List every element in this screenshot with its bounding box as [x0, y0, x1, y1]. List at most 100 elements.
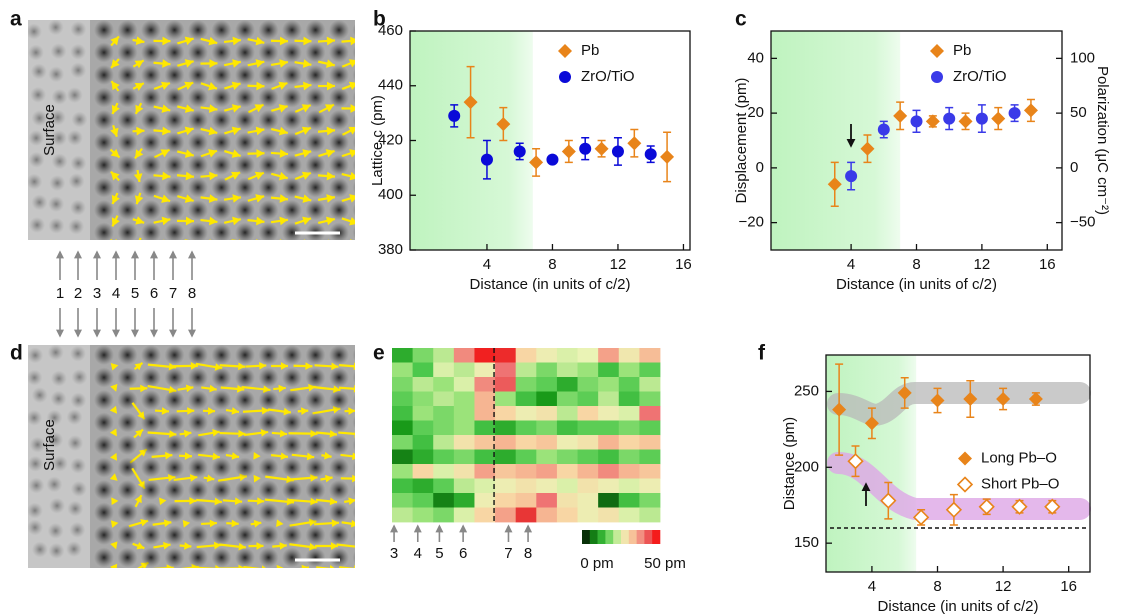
blob	[47, 20, 64, 36]
atom-column	[117, 502, 138, 523]
polar-arrow-head	[354, 430, 355, 438]
point	[877, 123, 890, 136]
atom-column	[235, 502, 255, 523]
polar-arrow-head	[353, 565, 355, 568]
heatmap-cell	[392, 362, 414, 378]
polar-arrow-head	[350, 104, 355, 113]
point	[1044, 498, 1061, 515]
polar-arrow-head	[162, 36, 171, 46]
atom-column	[305, 222, 326, 240]
polar-arrow-head	[110, 36, 119, 46]
atom-column	[258, 177, 279, 198]
atom-column	[164, 480, 185, 500]
atom-column	[258, 547, 279, 568]
atom-column	[165, 570, 185, 590]
atom-column	[305, 480, 326, 500]
atom-column	[94, 390, 114, 410]
polar-arrow-head	[110, 171, 120, 181]
polar-arrow-head	[380, 565, 387, 573]
atom-column	[329, 525, 349, 545]
atom-column	[164, 20, 185, 40]
polar-arrow	[192, 239, 194, 240]
polar-arrow	[365, 40, 382, 41]
atom-column	[305, 132, 326, 153]
atom-column	[141, 525, 161, 545]
polar-arrow-head	[325, 216, 335, 226]
blob	[28, 519, 44, 536]
atom-column	[259, 570, 279, 590]
atom-column	[117, 155, 138, 175]
atom-column	[164, 155, 185, 175]
y-axis-label: Displacement (pm)	[733, 78, 750, 204]
heatmap-cell	[495, 435, 517, 450]
atom-column	[188, 547, 208, 568]
legend-label: ZrO/TiO	[581, 68, 635, 85]
heatmap-cell	[556, 449, 578, 465]
polar-arrow-head	[283, 407, 291, 416]
polar-arrow-head	[184, 542, 192, 550]
heatmap-cell	[639, 493, 661, 508]
polar-arrow-head	[208, 81, 218, 91]
atom-column	[117, 412, 138, 433]
heatmap-cell	[577, 493, 599, 508]
atom-column	[188, 457, 208, 478]
atom-column	[282, 502, 302, 523]
polar-arrow	[154, 266, 171, 267]
marker-label: 3	[93, 285, 101, 302]
blob	[68, 173, 85, 190]
atom-column	[188, 345, 208, 365]
heatmap-cell	[392, 478, 414, 494]
heatmap-cell	[392, 348, 414, 363]
atom-column	[94, 132, 114, 153]
atom-column	[188, 132, 208, 153]
atom-column	[164, 345, 185, 365]
heatmap-cell	[556, 464, 578, 479]
polar-arrow-head	[278, 384, 286, 393]
heatmap-cell	[392, 449, 414, 465]
atom-column	[282, 20, 302, 40]
polar-arrow-head	[279, 36, 288, 46]
atom-column	[235, 570, 255, 590]
polar-arrow-head	[134, 362, 143, 371]
heatmap-cell	[453, 348, 475, 363]
heatmap-cell	[639, 362, 661, 378]
atom-column	[141, 42, 161, 63]
atom-column	[352, 460, 355, 475]
x-tick-label: 4	[847, 256, 855, 273]
polar-arrow-head	[238, 429, 246, 438]
y-tick-label: 200	[794, 458, 819, 475]
heatmap-cell	[474, 420, 496, 436]
polar-arrow-head	[141, 587, 148, 595]
atom-column	[141, 177, 161, 198]
polar-arrow-head	[206, 474, 215, 483]
heatmap-cell	[474, 449, 496, 465]
blob	[28, 409, 43, 426]
point	[480, 153, 493, 166]
polar-arrow-head	[352, 452, 355, 461]
polar-arrow-head	[163, 587, 170, 595]
panel-letter: a	[10, 8, 22, 31]
blob	[49, 109, 66, 126]
blob	[70, 480, 87, 497]
atom-column	[352, 225, 355, 240]
heatmap-cell	[618, 348, 640, 363]
heatmap-cell	[515, 435, 537, 450]
polar-arrow-head	[302, 149, 312, 158]
polar-arrow	[365, 455, 382, 457]
legend-label: Long Pb–O	[981, 449, 1057, 466]
polar-arrow-head	[234, 497, 243, 506]
heatmap-cell	[474, 391, 496, 407]
atom-column	[329, 65, 349, 85]
atom-column	[235, 390, 255, 410]
heatmap-cell	[577, 507, 599, 523]
polar-arrow-head	[328, 239, 329, 240]
polar-arrow-head	[231, 104, 241, 113]
polar-arrow-head	[162, 262, 170, 271]
polar-arrow-head	[231, 239, 238, 240]
x-tick-label: 12	[995, 578, 1012, 595]
atom-column	[94, 435, 114, 455]
polar-arrow-head	[331, 362, 339, 371]
polar-arrow-head	[162, 59, 171, 68]
point	[827, 177, 842, 192]
polar-arrow-head	[231, 149, 241, 158]
